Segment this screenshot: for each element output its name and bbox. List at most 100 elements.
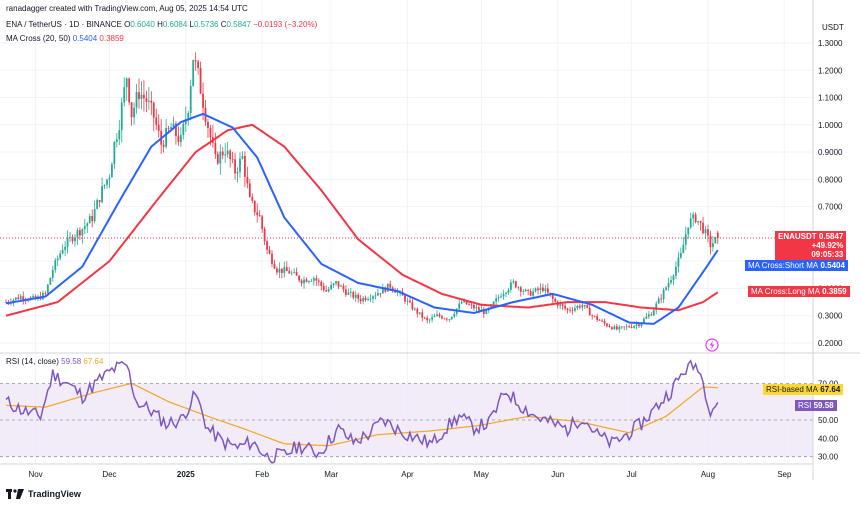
rsi-ma-axis-label: RSI-based MA 67.64 xyxy=(763,384,844,395)
candle-body xyxy=(514,281,517,288)
candle-body xyxy=(640,322,643,327)
flash-icon[interactable] xyxy=(705,338,719,352)
candle-body xyxy=(335,281,337,284)
candle-body xyxy=(189,85,192,113)
candle-body xyxy=(317,280,320,282)
candle-body xyxy=(192,60,195,86)
candle-body xyxy=(679,253,682,258)
candle-body xyxy=(283,267,286,273)
candle-body xyxy=(155,117,158,125)
candle-body xyxy=(566,308,569,310)
candle-body xyxy=(248,183,251,197)
rsi-value: 59.58 xyxy=(61,357,82,366)
ma-cross-legend[interactable]: MA Cross (20, 50) 0.5404 0.3859 xyxy=(6,34,124,43)
candle-body xyxy=(288,270,291,274)
price-tick-label: 1.1000 xyxy=(818,94,843,103)
price-tick-label: 0.2000 xyxy=(818,339,843,348)
candle-body xyxy=(470,304,473,306)
candle-body xyxy=(618,326,621,330)
candle-body xyxy=(143,94,145,99)
rsi-title: RSI (14, close) xyxy=(6,357,59,366)
short-ma-label-value: 0.5404 xyxy=(820,261,845,270)
ohlc-close: 0.5847 xyxy=(226,20,251,29)
candle-body xyxy=(312,278,315,281)
candle-body xyxy=(123,87,126,103)
candle-body xyxy=(49,277,52,285)
ohlc-low-label: L xyxy=(189,20,194,29)
rsi-line xyxy=(5,359,719,464)
candle-body xyxy=(147,100,150,102)
candle-body xyxy=(517,287,520,289)
candle-body xyxy=(133,107,135,118)
candle-body xyxy=(551,295,554,299)
time-tick-label: May xyxy=(474,470,489,479)
candle-body xyxy=(219,151,222,164)
short-ma-label: MA Cross:Short MA 0.5404 xyxy=(745,260,848,271)
candle-body xyxy=(285,267,288,271)
time-tick-label: Feb xyxy=(255,470,269,479)
candle-body xyxy=(74,237,76,242)
candle-body xyxy=(465,300,468,305)
candle-body xyxy=(224,154,227,156)
candle-body xyxy=(571,310,574,312)
candle-body xyxy=(86,223,89,227)
bar-countdown: 09:05:33 xyxy=(811,250,844,259)
rsi-axis: 70.00 50.00 40.00 30.00 xyxy=(818,379,839,461)
candle-body xyxy=(377,293,379,296)
candle-body xyxy=(657,298,660,304)
candle-body xyxy=(14,297,17,300)
candle-body xyxy=(374,295,377,297)
price-tick-label: 0.3000 xyxy=(818,312,843,321)
candle-body xyxy=(603,321,606,324)
candle-body xyxy=(608,326,611,328)
candle-body xyxy=(293,272,296,273)
candle-body xyxy=(276,268,278,273)
candle-body xyxy=(576,305,579,309)
candle-body xyxy=(707,229,709,236)
candle-body xyxy=(559,304,562,306)
ohlc-close-label: C xyxy=(220,20,227,29)
rsi-tick-label: 50.00 xyxy=(818,416,839,425)
candle-body xyxy=(268,249,271,254)
tradingview-logo[interactable]: TradingView xyxy=(6,489,81,499)
candle-body xyxy=(546,288,549,293)
rsi-legend[interactable]: RSI (14, close) 59.58 67.64 xyxy=(6,357,103,366)
candle-body xyxy=(103,184,106,187)
candle-body xyxy=(633,325,635,328)
symbol-legend[interactable]: ENA / TetherUS · 1D · BINANCE O0.6040 H0… xyxy=(6,20,317,29)
candle-body xyxy=(379,293,382,294)
currency-label: USDT xyxy=(822,23,844,32)
candle-body xyxy=(692,214,695,219)
candle-body xyxy=(625,326,628,328)
candle-body xyxy=(194,60,197,62)
candle-body xyxy=(428,319,431,321)
candle-body xyxy=(709,235,712,248)
candle-body xyxy=(623,326,626,328)
candle-body xyxy=(591,315,594,317)
candle-body xyxy=(714,237,717,244)
candle-body xyxy=(111,164,113,178)
candle-body xyxy=(266,241,268,250)
time-tick-label: Nov xyxy=(28,470,42,479)
candle-body xyxy=(69,236,71,238)
ma-cross-long-value: 0.3859 xyxy=(99,34,124,43)
candle-body xyxy=(630,327,633,329)
time-tick-label: 2025 xyxy=(177,470,195,479)
candle-body xyxy=(280,268,283,273)
candle-body xyxy=(207,121,209,129)
price-tick-label: 1.2000 xyxy=(818,66,843,75)
candle-body xyxy=(689,218,692,228)
candle-body xyxy=(426,317,429,321)
candle-body xyxy=(677,257,680,267)
candle-body xyxy=(613,326,616,330)
candle-body xyxy=(423,317,426,319)
candle-body xyxy=(443,318,446,320)
candle-body xyxy=(303,279,305,284)
candle-body xyxy=(458,303,461,309)
candle-body xyxy=(606,323,608,327)
candle-body xyxy=(381,287,384,294)
candle-body xyxy=(59,253,62,259)
candle-body xyxy=(492,301,495,305)
candle-body xyxy=(352,292,355,298)
